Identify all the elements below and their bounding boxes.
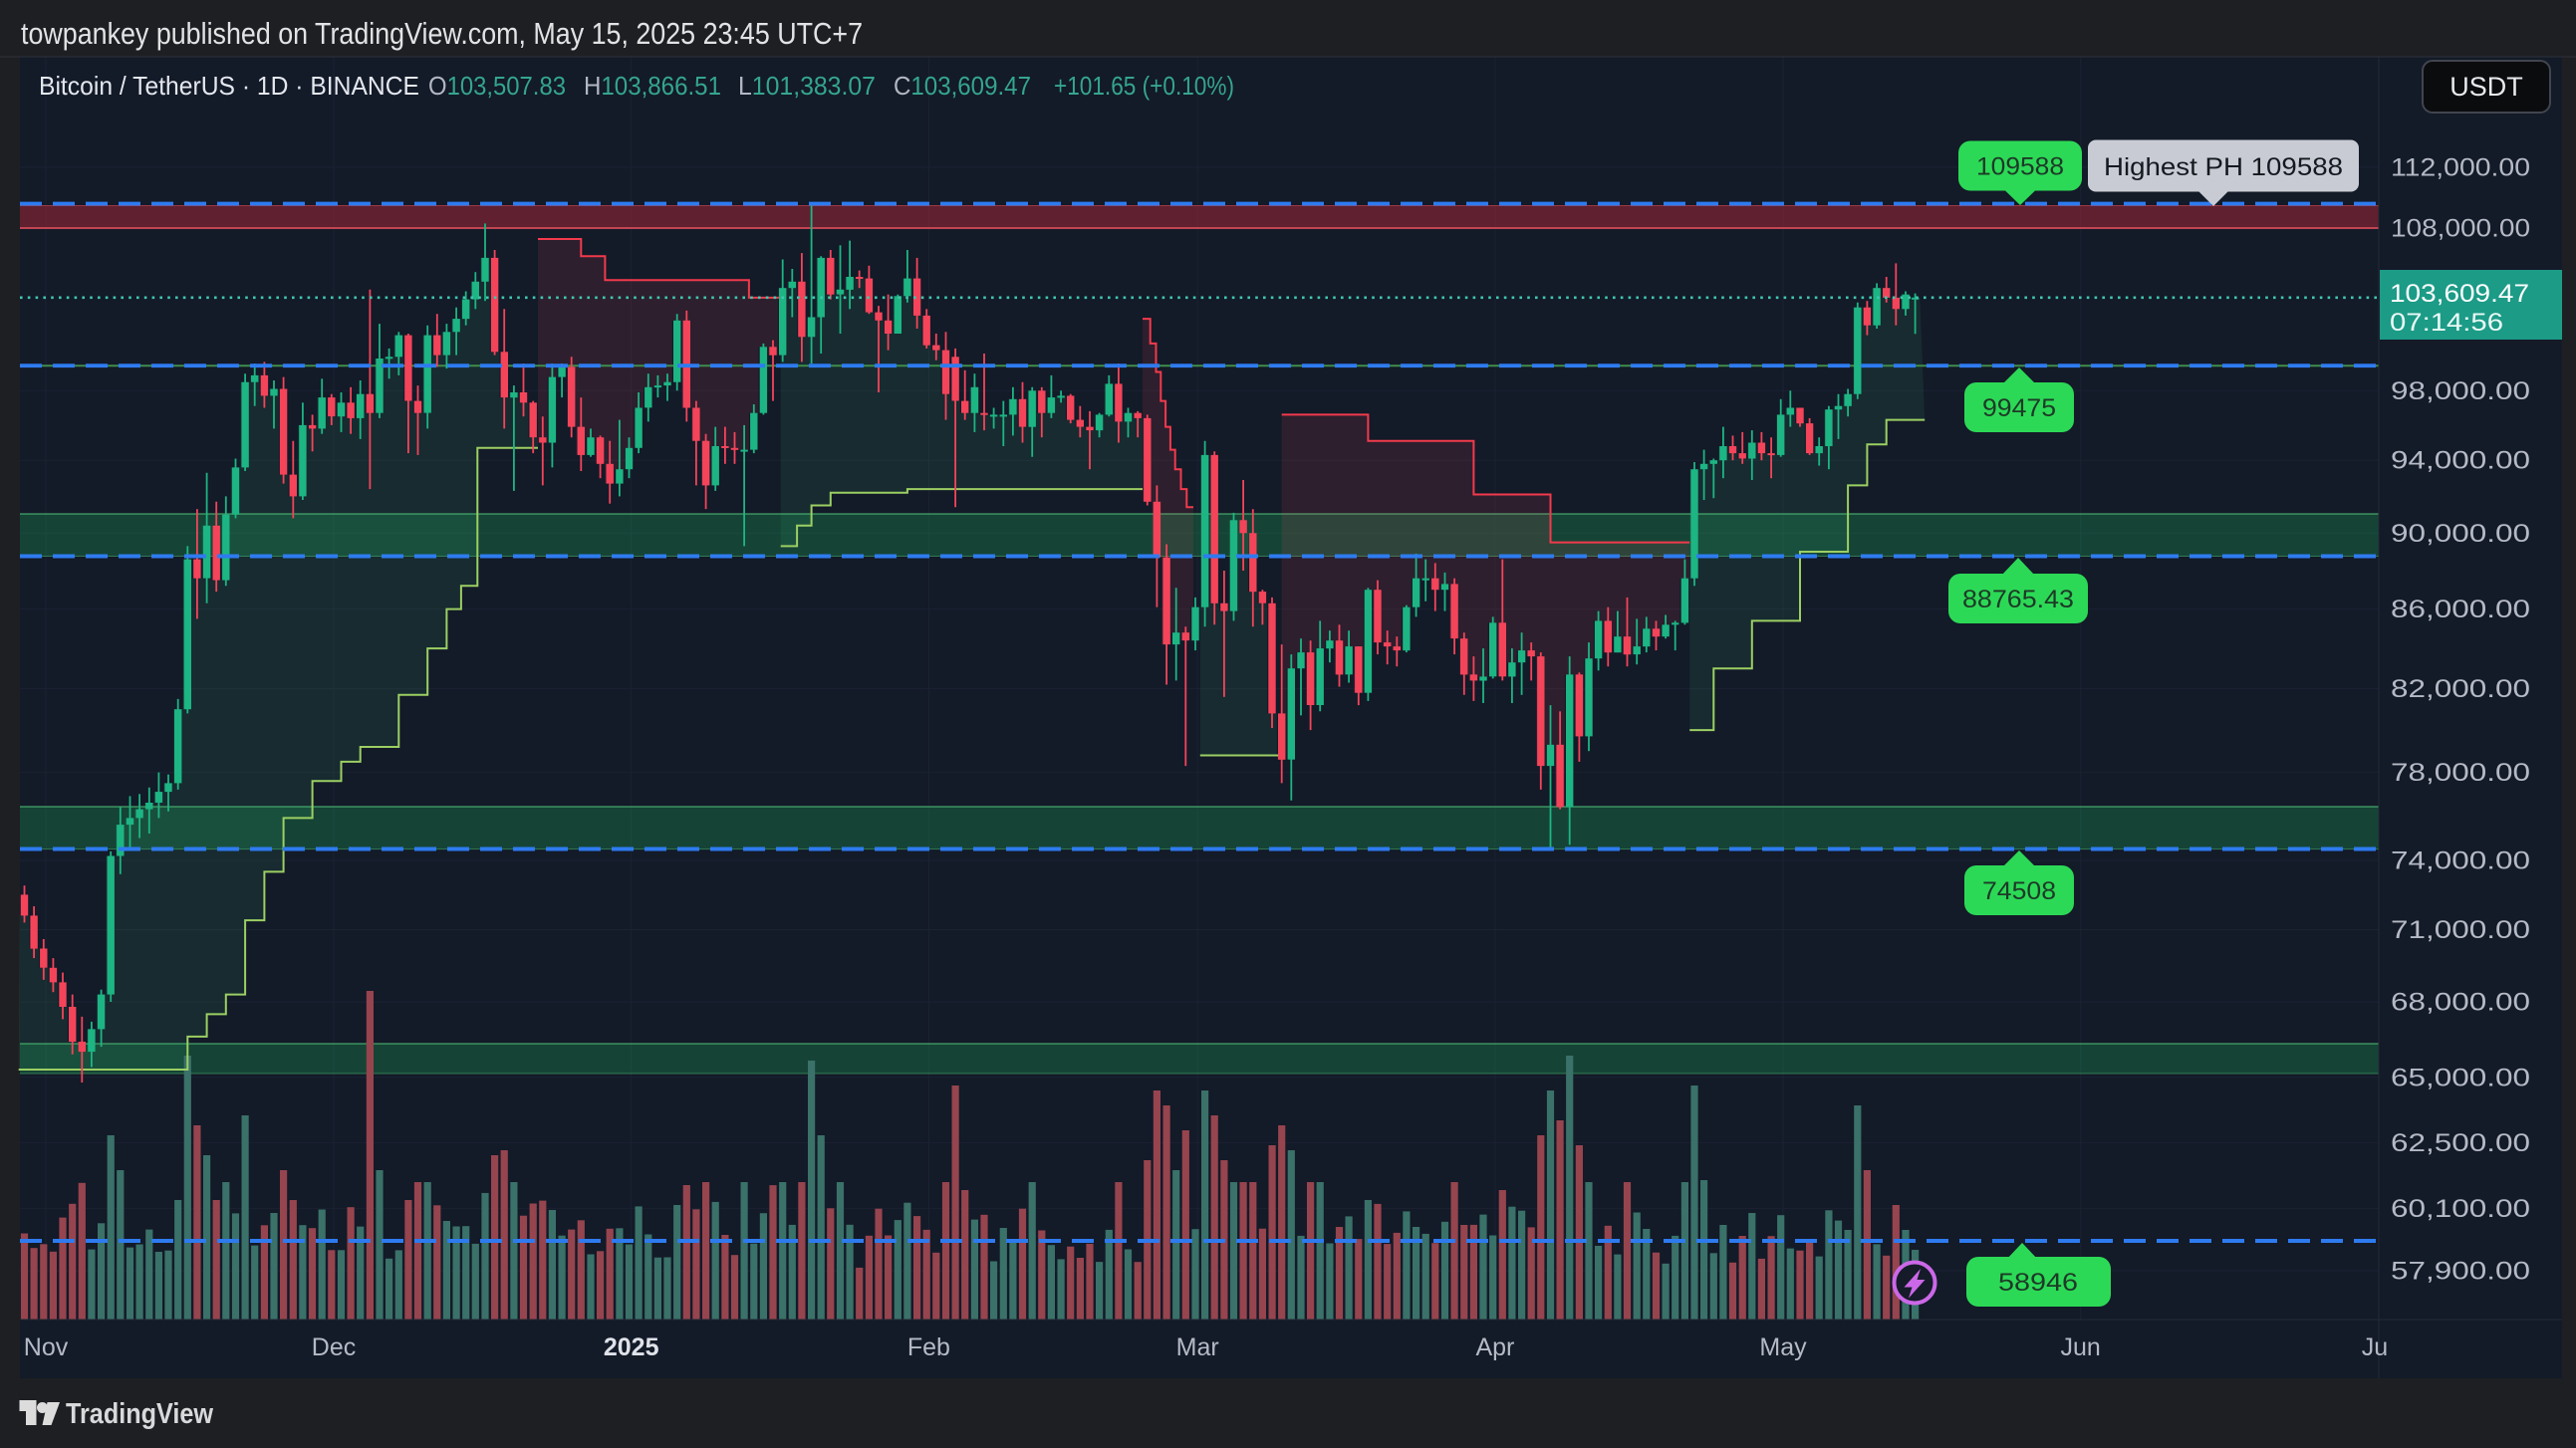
svg-text:Nov: Nov [24,1333,69,1361]
svg-text:H103,866.51: H103,866.51 [584,71,721,101]
svg-text:O103,507.83: O103,507.83 [428,71,566,101]
svg-text:2025: 2025 [604,1333,659,1361]
svg-text:Jun: Jun [2061,1333,2101,1361]
svg-text:TradingView: TradingView [66,1398,213,1430]
svg-text:Ju: Ju [2362,1333,2388,1361]
svg-text:103,609.47: 103,609.47 [2390,280,2529,308]
svg-text:07:14:56: 07:14:56 [2390,309,2503,337]
svg-text:Dec: Dec [312,1333,356,1361]
svg-text:58946: 58946 [1998,1269,2078,1297]
svg-text:Apr: Apr [1475,1333,1514,1361]
svg-text:71,000.00: 71,000.00 [2391,916,2530,944]
svg-text:112,000.00: 112,000.00 [2391,154,2530,182]
svg-text:99475: 99475 [1982,394,2056,422]
svg-text:109588: 109588 [1976,153,2064,181]
svg-text:Bitcoin / TetherUS · 1D · BINA: Bitcoin / TetherUS · 1D · BINANCE [39,71,419,101]
svg-text:90,000.00: 90,000.00 [2391,520,2530,548]
svg-text:towpankey published on Trading: towpankey published on TradingView.com, … [21,16,863,51]
svg-text:68,000.00: 68,000.00 [2391,989,2530,1017]
svg-text:C103,609.47: C103,609.47 [894,71,1031,101]
svg-text:Highest PH 109588: Highest PH 109588 [2104,153,2343,181]
svg-text:Mar: Mar [1176,1333,1219,1361]
svg-text:88765.43: 88765.43 [1962,586,2074,613]
svg-text:60,100.00: 60,100.00 [2391,1195,2530,1223]
svg-text:108,000.00: 108,000.00 [2391,215,2530,243]
svg-text:98,000.00: 98,000.00 [2391,377,2530,405]
svg-text:Feb: Feb [907,1333,950,1361]
svg-text:78,000.00: 78,000.00 [2391,759,2530,787]
svg-text:94,000.00: 94,000.00 [2391,447,2530,475]
svg-text:USDT: USDT [2449,72,2523,102]
svg-text:65,000.00: 65,000.00 [2391,1064,2530,1091]
svg-text:62,500.00: 62,500.00 [2391,1129,2530,1157]
svg-text:74508: 74508 [1982,877,2056,905]
svg-text:82,000.00: 82,000.00 [2391,675,2530,703]
svg-text:86,000.00: 86,000.00 [2391,596,2530,623]
svg-text:May: May [1759,1333,1807,1361]
svg-text:57,900.00: 57,900.00 [2391,1258,2530,1286]
svg-text:L101,383.07: L101,383.07 [738,71,876,101]
svg-text:74,000.00: 74,000.00 [2391,847,2530,875]
svg-text:+101.65 (+0.10%): +101.65 (+0.10%) [1054,71,1234,101]
